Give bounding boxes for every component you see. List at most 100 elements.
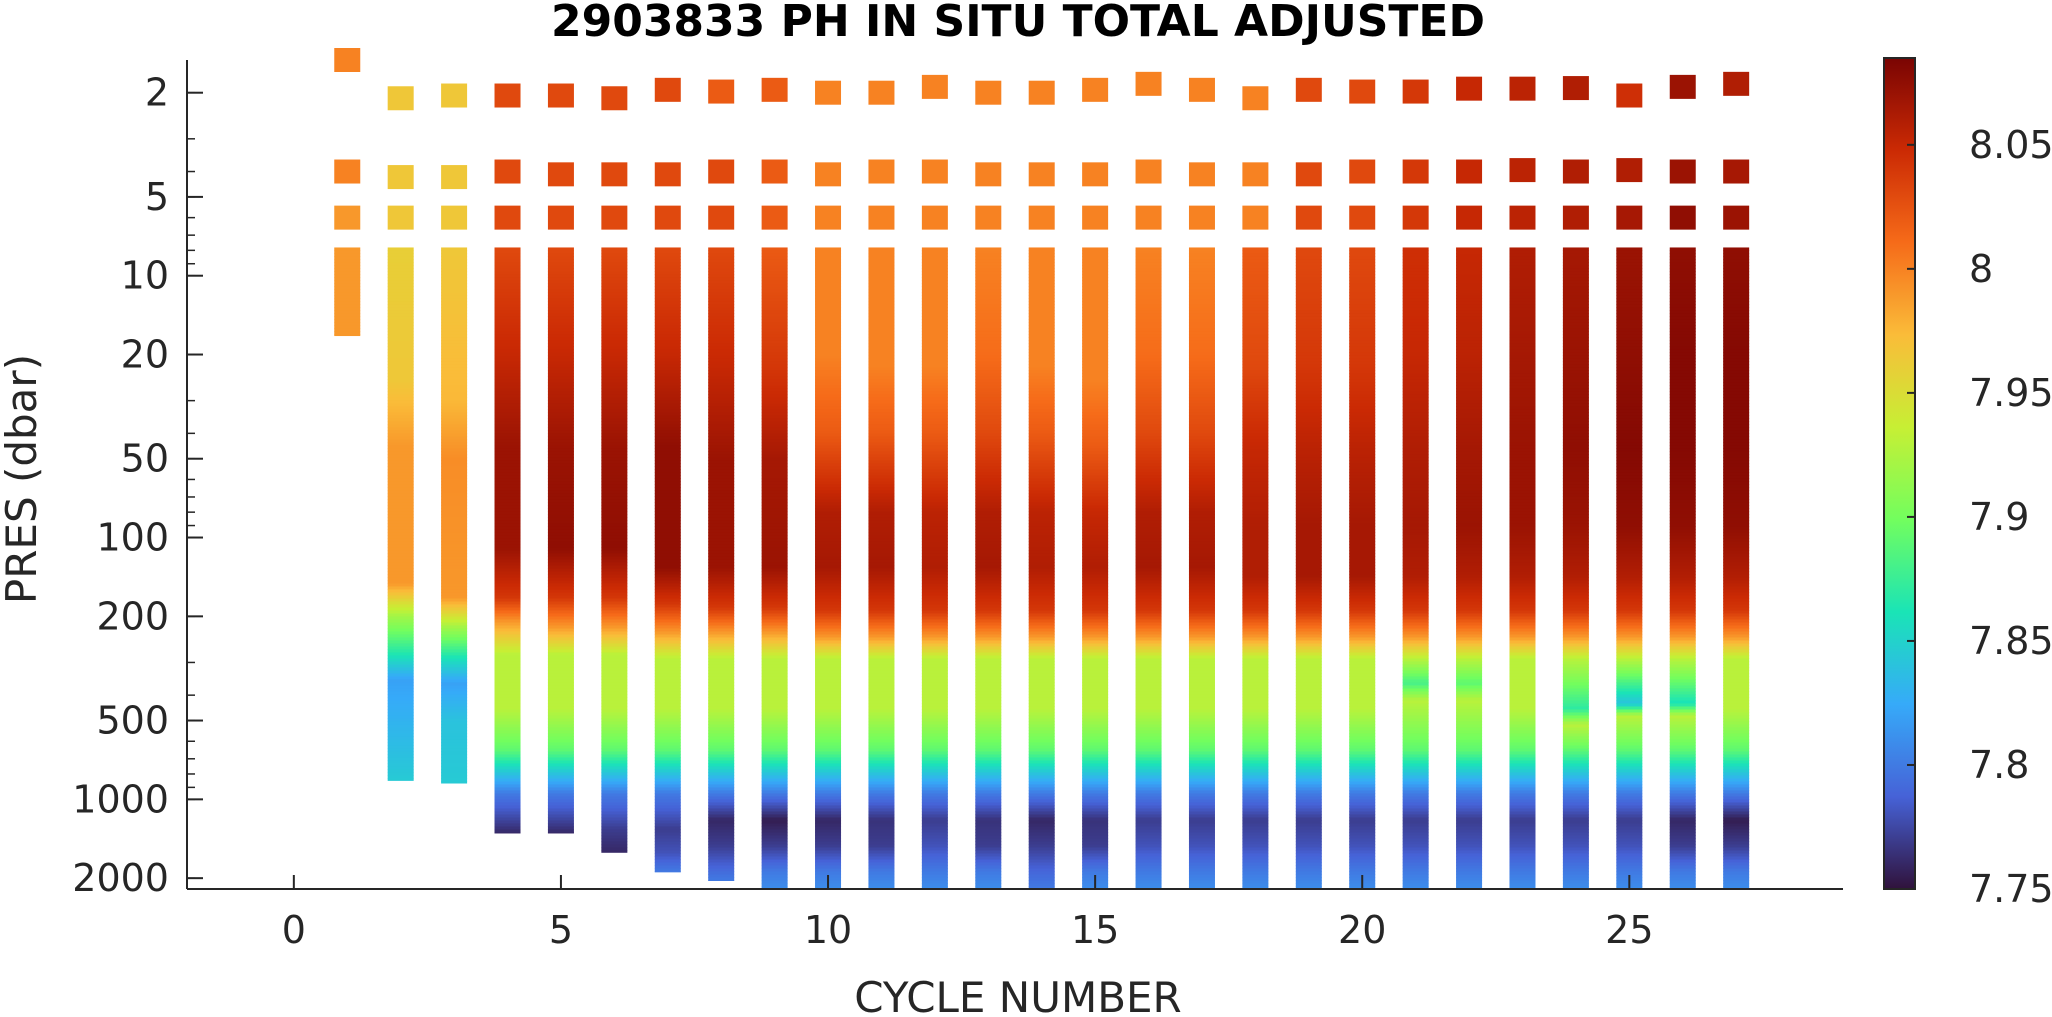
column-segment <box>921 769 948 774</box>
column-segment <box>1456 328 1483 333</box>
column-segment <box>494 457 521 462</box>
column-segment <box>1082 559 1109 564</box>
column-segment <box>1135 367 1162 372</box>
column-segment <box>547 556 574 561</box>
column-segment <box>387 598 414 603</box>
column-segment <box>1242 607 1269 612</box>
column-segment <box>1349 787 1376 792</box>
column-segment <box>1456 469 1483 474</box>
column-segment <box>815 820 842 825</box>
column-segment <box>1509 829 1536 834</box>
column-segment <box>1402 589 1429 594</box>
column-segment <box>441 487 468 492</box>
column-segment <box>761 631 788 636</box>
column-segment <box>601 658 628 663</box>
column-segment <box>1295 826 1322 831</box>
column-segment <box>1562 745 1589 750</box>
column-segment <box>654 613 681 618</box>
column-segment <box>815 556 842 561</box>
column-segment <box>1082 775 1109 780</box>
column-segment <box>494 790 521 795</box>
column-segment <box>1028 403 1055 408</box>
column-segment <box>387 397 414 402</box>
column-segment <box>547 274 574 279</box>
column-segment <box>868 742 895 747</box>
column-segment <box>868 415 895 420</box>
column-segment <box>1349 868 1376 873</box>
column-segment <box>1456 277 1483 282</box>
column-segment <box>1562 628 1589 633</box>
column-segment <box>1562 571 1589 576</box>
column-segment <box>1082 346 1109 351</box>
column-segment <box>1509 511 1536 516</box>
column-segment <box>601 706 628 711</box>
column-segment <box>868 736 895 741</box>
sample-cycle-22-1 <box>1456 76 1483 101</box>
column-segment <box>494 496 521 501</box>
column-segment <box>334 328 361 333</box>
column-segment <box>494 643 521 648</box>
column-segment <box>1188 265 1215 270</box>
column-segment <box>708 346 735 351</box>
column-segment <box>975 856 1002 861</box>
column-segment <box>1188 670 1215 675</box>
column-segment <box>708 451 735 456</box>
column-segment <box>1456 373 1483 378</box>
column-segment <box>1082 421 1109 426</box>
column-segment <box>1349 634 1376 639</box>
column-segment <box>1135 577 1162 582</box>
column-segment <box>1135 844 1162 849</box>
column-segment <box>654 514 681 519</box>
column-segment <box>1562 601 1589 606</box>
column-segment <box>921 376 948 381</box>
column-segment <box>921 400 948 405</box>
column-segment <box>975 592 1002 597</box>
column-segment <box>1295 280 1322 285</box>
column-segment <box>1028 739 1055 744</box>
column-segment <box>1456 442 1483 447</box>
column-segment <box>921 880 948 885</box>
column-segment <box>441 478 468 483</box>
column-segment <box>868 550 895 555</box>
column-segment <box>975 280 1002 285</box>
column-segment <box>1028 316 1055 321</box>
column-segment <box>1456 757 1483 762</box>
column-segment <box>1028 436 1055 441</box>
column-segment <box>975 382 1002 387</box>
column-segment <box>601 694 628 699</box>
column-segment <box>1562 559 1589 564</box>
column-segment <box>815 799 842 804</box>
column-segment <box>1242 859 1269 864</box>
column-segment <box>708 388 735 393</box>
column-segment <box>1295 580 1322 585</box>
column-segment <box>441 250 468 255</box>
column-segment <box>815 385 842 390</box>
column-segment <box>1028 886 1055 889</box>
column-segment <box>441 622 468 627</box>
column-segment <box>1082 757 1109 762</box>
column-segment <box>708 394 735 399</box>
column-segment <box>1562 277 1589 282</box>
column-segment <box>1295 298 1322 303</box>
sample-cycle-3-1 <box>441 83 468 108</box>
column-segment <box>1349 697 1376 702</box>
column-segment <box>921 433 948 438</box>
column-segment <box>1509 487 1536 492</box>
column-segment <box>761 265 788 270</box>
column-segment <box>1295 262 1322 267</box>
column-segment <box>1188 796 1215 801</box>
column-segment <box>1402 265 1429 270</box>
column-segment <box>921 454 948 459</box>
column-segment <box>1402 787 1429 792</box>
column-segment <box>1242 706 1269 711</box>
column-segment <box>1402 811 1429 816</box>
column-segment <box>1402 268 1429 273</box>
column-segment <box>761 865 788 870</box>
column-segment <box>494 508 521 513</box>
column-segment <box>1188 577 1215 582</box>
column-segment <box>547 625 574 630</box>
column-segment <box>1295 748 1322 753</box>
column-segment <box>868 886 895 889</box>
column-segment <box>1402 676 1429 681</box>
column-segment <box>1295 370 1322 375</box>
